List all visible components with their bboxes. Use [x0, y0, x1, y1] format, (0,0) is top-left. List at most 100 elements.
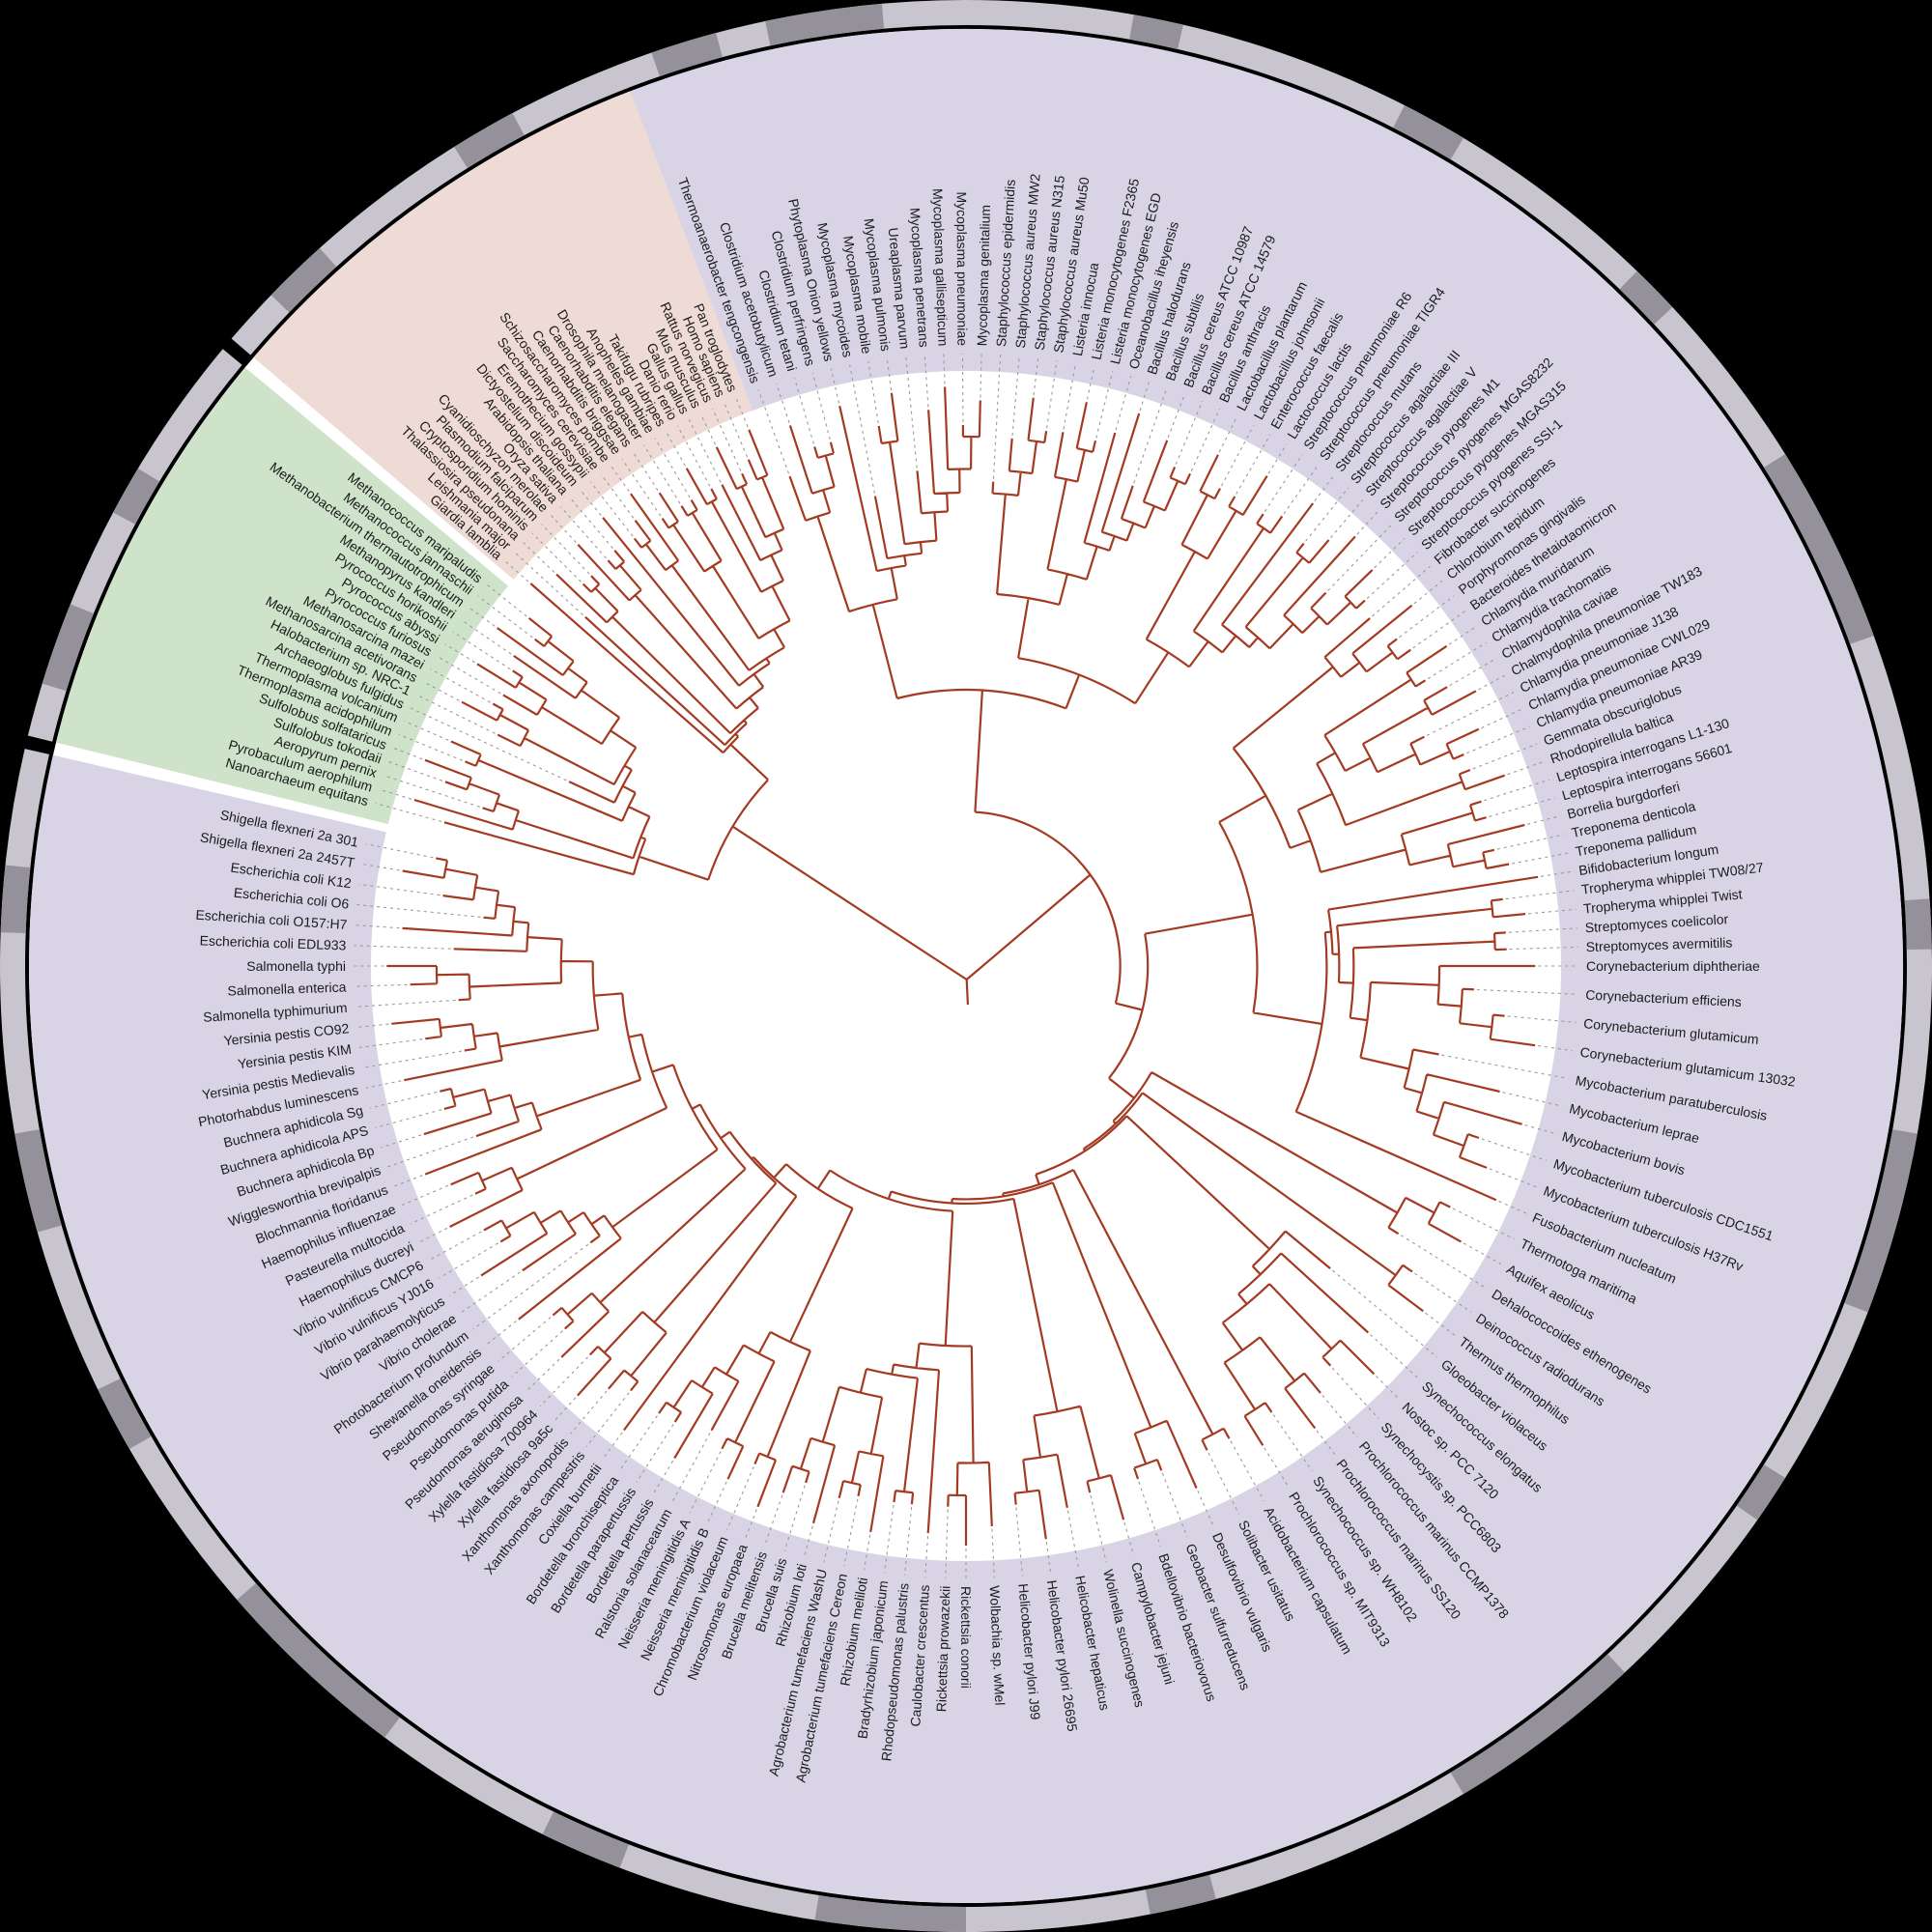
leader-line	[437, 656, 501, 695]
species-label: Corynebacterium efficiens	[1585, 987, 1742, 1009]
leader-line	[1426, 692, 1515, 736]
leader-line	[1139, 381, 1151, 412]
leader-line	[356, 903, 481, 918]
domain-sectors	[29, 28, 1904, 1903]
leader-line	[793, 378, 814, 444]
leader-line	[1316, 1430, 1336, 1456]
leader-line	[1463, 1242, 1502, 1264]
ring-segment	[0, 865, 31, 934]
ring-segment	[1145, 1874, 1216, 1915]
leader-line	[745, 1509, 757, 1538]
leader-line	[886, 358, 893, 390]
leader-line	[1066, 1510, 1080, 1569]
leader-line	[590, 481, 634, 537]
leader-line	[410, 707, 567, 781]
leader-line	[735, 398, 749, 428]
leader-line	[354, 945, 451, 950]
ring-segment	[1736, 1464, 1786, 1520]
leader-line	[1283, 464, 1320, 515]
leader-line	[449, 1276, 479, 1296]
leader-line	[379, 788, 412, 800]
ring-segment	[98, 1378, 152, 1449]
leader-line	[903, 1507, 913, 1576]
ring-segment	[765, 3, 885, 46]
leader-line	[365, 843, 434, 859]
leader-line	[1524, 1124, 1555, 1135]
species-label: Salmonella enterica	[227, 979, 347, 998]
leader-line	[404, 721, 449, 741]
leader-line	[394, 1175, 423, 1187]
leader-line	[1090, 1494, 1107, 1563]
leader-line	[1221, 425, 1255, 487]
leader-line	[992, 354, 1002, 479]
leader-line	[354, 983, 408, 987]
leader-line	[398, 733, 463, 761]
leader-line	[1374, 538, 1406, 569]
species-label: Rickettsia prowazekii	[933, 1585, 952, 1712]
leader-line	[375, 803, 442, 823]
species-label: Mycoplasma pneumoniae	[954, 191, 971, 346]
leader-line	[402, 1184, 449, 1207]
leader-line	[439, 1242, 498, 1279]
leader-line	[1414, 1272, 1472, 1313]
leader-line	[370, 1091, 438, 1109]
leader-line	[830, 368, 840, 404]
leader-line	[381, 1134, 422, 1149]
leader-line	[688, 419, 722, 483]
leader-line	[676, 425, 711, 487]
ring-segment	[1450, 1654, 1625, 1795]
species-label: Salmonella typhi	[246, 958, 346, 974]
leader-line	[1376, 1376, 1400, 1400]
leader-line	[525, 1358, 560, 1393]
leader-line	[1399, 595, 1455, 639]
species-label: Mycoplasma genitalium	[974, 205, 993, 347]
leader-line	[943, 354, 946, 384]
leader-line	[356, 1023, 389, 1029]
tree-branches	[386, 386, 1539, 1546]
species-label: Corynebacterium diphtheriae	[1586, 958, 1760, 974]
leader-line	[580, 489, 602, 516]
ring-segment	[237, 1582, 400, 1738]
leader-line	[1452, 1208, 1515, 1240]
leader-line	[541, 524, 590, 575]
leader-line	[1046, 359, 1058, 429]
leader-line	[1489, 797, 1555, 817]
leader-line	[1540, 870, 1572, 877]
leader-line	[724, 403, 749, 458]
leader-line	[1472, 743, 1538, 770]
leader-line	[843, 1498, 859, 1567]
leader-lines	[354, 353, 1578, 1578]
leader-line	[1321, 1394, 1358, 1438]
leader-line	[570, 497, 613, 549]
leader-line	[1331, 1367, 1379, 1419]
leader-line	[1115, 376, 1132, 431]
ring-segment	[814, 1894, 967, 1932]
leader-line	[355, 924, 400, 929]
leader-line	[764, 1494, 783, 1546]
leader-line	[1190, 408, 1221, 471]
leader-line	[725, 1466, 754, 1530]
leader-line	[1366, 552, 1418, 600]
leader-line	[554, 1397, 577, 1421]
leader-line	[1505, 890, 1575, 900]
leader-line	[1236, 434, 1271, 495]
leader-line	[1272, 1414, 1313, 1472]
sector-bacteria	[29, 28, 1904, 1903]
ring-segment	[542, 1811, 630, 1868]
leader-line	[707, 1481, 727, 1522]
leader-line	[711, 408, 742, 471]
leader-line	[418, 1227, 448, 1243]
leader-line	[621, 459, 662, 517]
leader-line	[923, 355, 929, 408]
leader-line	[1511, 852, 1569, 865]
leader-line	[980, 354, 982, 398]
leader-line	[358, 883, 440, 896]
leader-line	[393, 747, 423, 760]
leader-line	[1448, 626, 1477, 645]
leader-line	[570, 1390, 608, 1435]
leader-line	[1527, 815, 1560, 825]
leader-line	[523, 542, 555, 573]
species-label: Escherichia coli EDL933	[199, 932, 346, 952]
leader-line	[1330, 498, 1364, 538]
